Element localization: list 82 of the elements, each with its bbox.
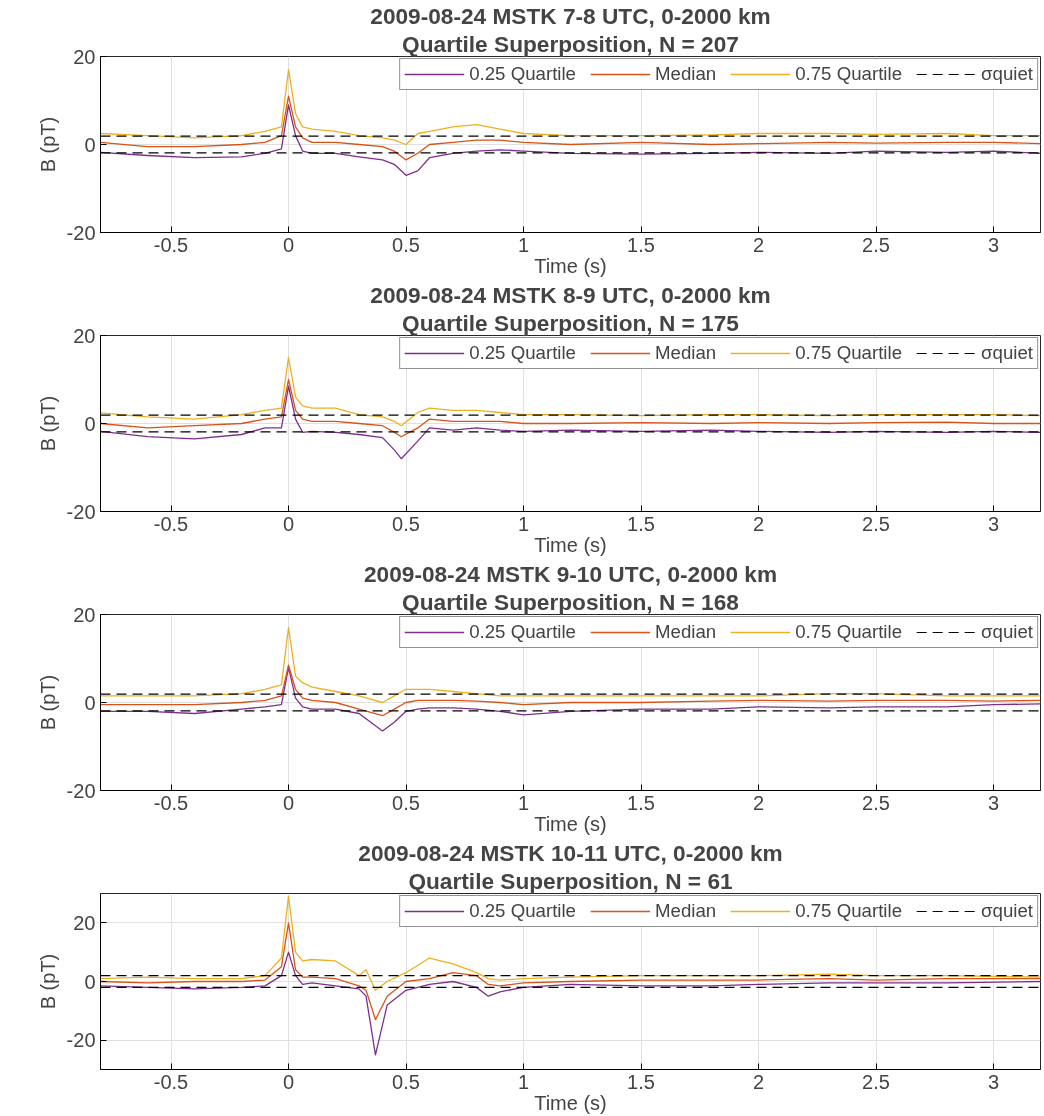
x-tick-label: -0.5 bbox=[153, 1070, 189, 1093]
x-tick-label: 2.5 bbox=[862, 1070, 890, 1093]
chart-subtitle: Quartile Superposition, N = 175 bbox=[402, 309, 739, 336]
x-tick-label: -0.5 bbox=[153, 233, 189, 256]
y-tick-label: 0 bbox=[84, 691, 96, 714]
x-tick-label: 1 bbox=[517, 1070, 530, 1093]
x-tick-label: 2.5 bbox=[862, 233, 890, 256]
x-tick-label: 3 bbox=[987, 233, 1000, 256]
x-tick-label: 3 bbox=[987, 791, 1000, 814]
x-tick-label: 0 bbox=[282, 512, 295, 535]
x-axis-title: Time (s) bbox=[534, 533, 607, 556]
x-tick-label: 0 bbox=[282, 233, 295, 256]
x-axis-title: Time (s) bbox=[534, 812, 607, 835]
y-tick-label: 20 bbox=[73, 45, 96, 68]
x-axis-title: Time (s) bbox=[534, 1091, 607, 1114]
y-axis-title: B (pT) bbox=[36, 674, 59, 731]
x-tick-label: 1 bbox=[517, 233, 530, 256]
x-tick-label: 3 bbox=[987, 1070, 1000, 1093]
y-tick-label: 0 bbox=[84, 970, 96, 993]
chart-title: 2009-08-24 MSTK 8-9 UTC, 0-2000 km bbox=[370, 281, 771, 308]
x-tick-label: 0.5 bbox=[392, 512, 420, 535]
x-tick-label: 1.5 bbox=[627, 1070, 655, 1093]
x-tick-label: 1 bbox=[517, 512, 530, 535]
x-tick-label: 1.5 bbox=[627, 233, 655, 256]
y-tick-label: -20 bbox=[66, 500, 96, 523]
legend-label: Median bbox=[654, 63, 717, 85]
legend-label: 0.75 Quartile bbox=[795, 63, 903, 85]
y-tick-label: 20 bbox=[73, 324, 96, 347]
x-tick-label: 0.5 bbox=[392, 233, 420, 256]
y-tick-label: 20 bbox=[73, 603, 96, 626]
x-tick-label: 1.5 bbox=[627, 791, 655, 814]
x-tick-label: 2.5 bbox=[862, 791, 890, 814]
y-axis-title: B (pT) bbox=[36, 116, 59, 173]
x-tick-label: 1.5 bbox=[627, 512, 655, 535]
legend-label: Median bbox=[654, 342, 717, 364]
line-series bbox=[100, 69, 1041, 146]
chart-subtitle: Quartile Superposition, N = 61 bbox=[408, 867, 733, 894]
x-tick-label: -0.5 bbox=[153, 512, 189, 535]
y-tick-label: -20 bbox=[66, 779, 96, 802]
y-axis-title: B (pT) bbox=[36, 953, 59, 1010]
x-tick-label: 2 bbox=[752, 233, 765, 256]
legend-label: Median bbox=[654, 900, 717, 922]
legend-label: σquiet bbox=[981, 900, 1033, 922]
x-tick-label: 0 bbox=[282, 1070, 295, 1093]
x-tick-label: 0 bbox=[282, 791, 295, 814]
line-series bbox=[100, 664, 1041, 717]
legend-label: 0.25 Quartile bbox=[469, 63, 576, 85]
x-tick-label: 2 bbox=[752, 1070, 765, 1093]
legend-label: 0.75 Quartile bbox=[795, 621, 903, 643]
chart-title: 2009-08-24 MSTK 10-11 UTC, 0-2000 km bbox=[358, 839, 783, 866]
legend-label: Median bbox=[654, 621, 717, 643]
y-axis-title: B (pT) bbox=[36, 395, 59, 452]
y-tick-label: 0 bbox=[84, 133, 96, 156]
x-tick-label: 2 bbox=[752, 791, 765, 814]
chart-title: 2009-08-24 MSTK 9-10 UTC, 0-2000 km bbox=[363, 560, 778, 587]
x-tick-label: -0.5 bbox=[153, 791, 189, 814]
legend-label: 0.25 Quartile bbox=[469, 900, 576, 922]
x-tick-label: 1 bbox=[517, 791, 530, 814]
line-series bbox=[100, 895, 1041, 991]
line-series bbox=[100, 627, 1041, 704]
legend-label: 0.75 Quartile bbox=[795, 342, 903, 364]
y-tick-label: -20 bbox=[66, 1029, 96, 1052]
legend-label: σquiet bbox=[981, 621, 1033, 643]
x-tick-label: 0.5 bbox=[392, 791, 420, 814]
y-tick-label: 20 bbox=[73, 911, 96, 934]
legend-label: 0.75 Quartile bbox=[795, 900, 903, 922]
legend-label: 0.25 Quartile bbox=[469, 621, 576, 643]
chart-subtitle: Quartile Superposition, N = 207 bbox=[402, 30, 739, 57]
legend-label: σquiet bbox=[981, 63, 1033, 85]
y-tick-label: 0 bbox=[84, 412, 96, 435]
chart-title: 2009-08-24 MSTK 7-8 UTC, 0-2000 km bbox=[370, 2, 771, 29]
legend-label: 0.25 Quartile bbox=[469, 342, 576, 364]
chart-subtitle: Quartile Superposition, N = 168 bbox=[402, 588, 739, 615]
legend-label: σquiet bbox=[981, 342, 1033, 364]
x-tick-label: 3 bbox=[987, 512, 1000, 535]
line-series bbox=[100, 95, 1041, 161]
x-tick-label: 2 bbox=[752, 512, 765, 535]
x-tick-label: 0.5 bbox=[392, 1070, 420, 1093]
y-tick-label: -20 bbox=[66, 221, 96, 244]
x-axis-title: Time (s) bbox=[534, 254, 607, 277]
x-tick-label: 2.5 bbox=[862, 512, 890, 535]
line-series bbox=[100, 951, 1041, 1056]
